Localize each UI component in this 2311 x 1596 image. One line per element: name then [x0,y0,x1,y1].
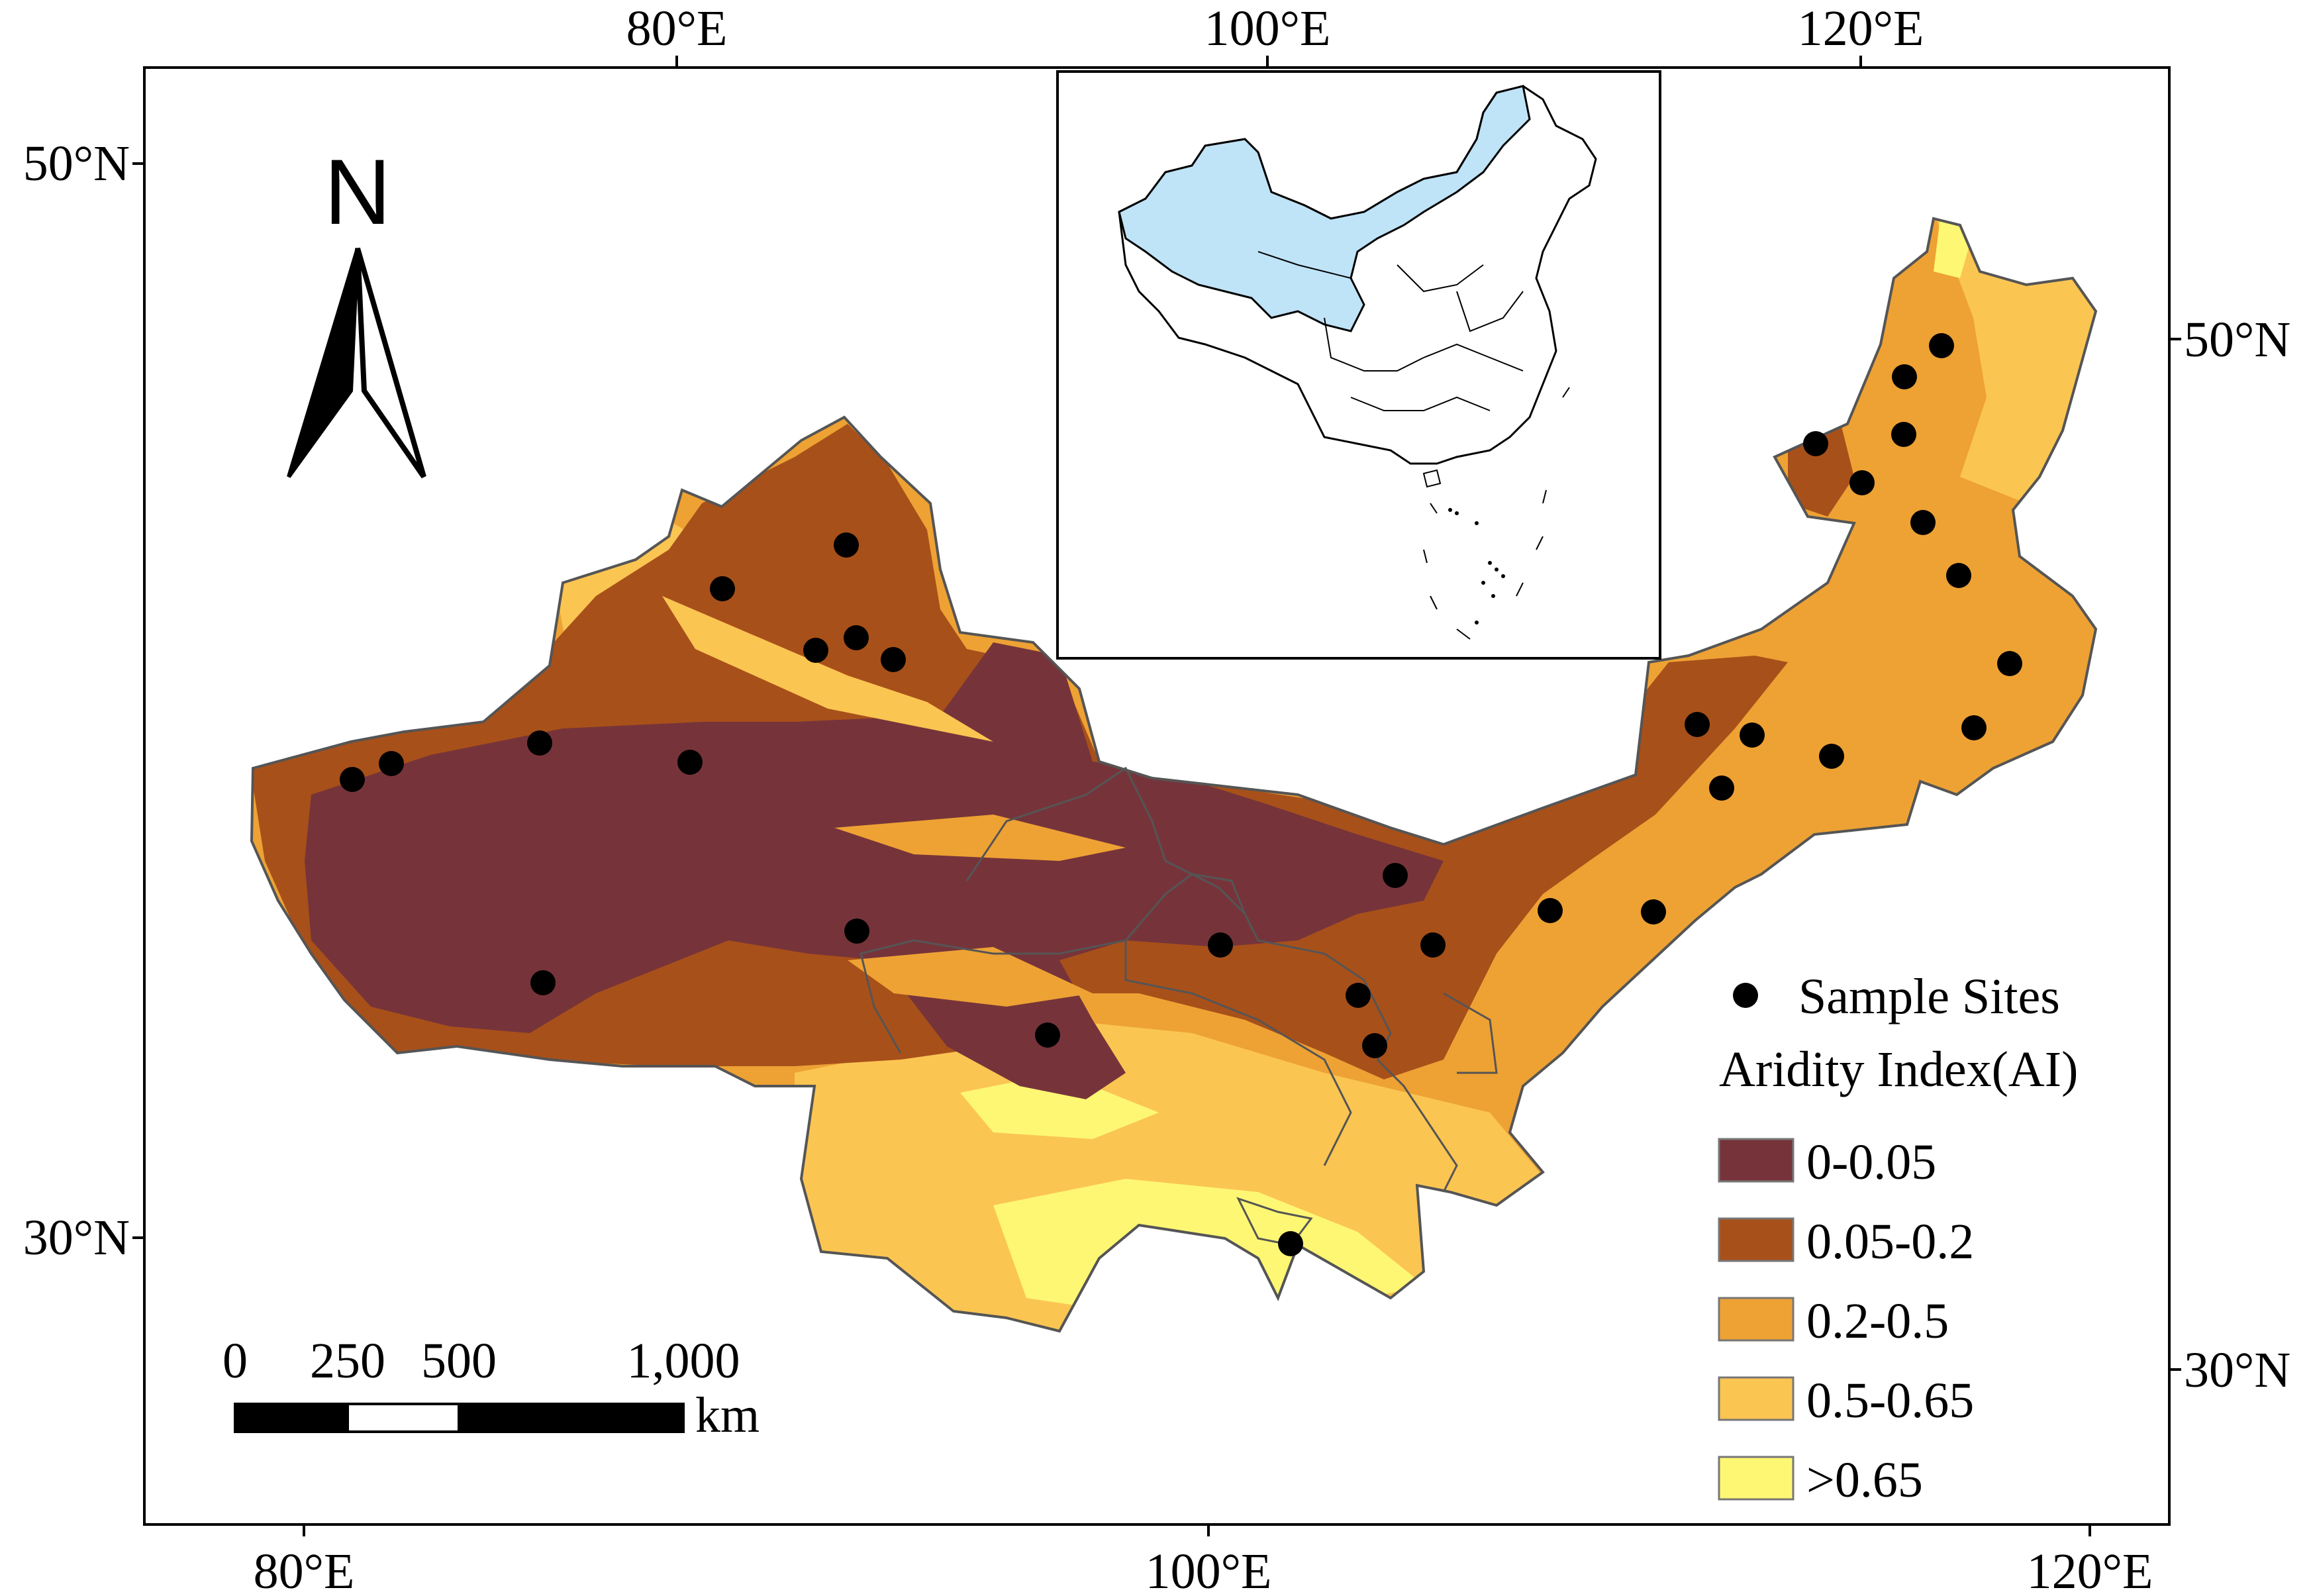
right-tick-label: 50°N [2184,312,2290,368]
sample-site [1803,431,1828,456]
sample-site [1740,723,1765,748]
hainan-island [1422,469,1442,488]
bottom-tick-label: 100°E [1146,1544,1272,1596]
terrain-streak [662,596,993,742]
sample-site [844,919,869,944]
sample-site [1997,651,2022,676]
sample-site [1362,1033,1387,1058]
legend-swatch [1718,1217,1795,1262]
sample-site [1685,712,1710,737]
north-arrow-right-half [355,247,426,479]
sample-site [881,647,906,672]
ai-class-0-0.05-area [305,642,1444,1099]
left-tick-label: 50°N [23,136,130,191]
sample-site [1819,744,1844,769]
sample-site [530,970,556,995]
scale-bar-segment [346,1403,460,1433]
legend-swatch [1718,1138,1795,1183]
ai-class-greater-0.65-area [960,1073,1159,1139]
sample-site [803,638,828,663]
sample-site [1891,422,1916,447]
legend-class-label: 0.5-0.65 [1806,1373,1974,1428]
scale-bar: 0 250 500 1,000 km [222,1333,760,1443]
sample-site [1035,1022,1060,1048]
sample-site [1929,333,1954,358]
sample-site [834,532,859,558]
sample-sites [340,333,2022,1256]
scale-bar-tick: 500 [421,1333,497,1389]
sample-site [710,576,735,601]
sample-site [1910,510,1936,535]
left-tick-label: 30°N [23,1210,130,1266]
scale-bar-tick: 0 [222,1333,248,1389]
legend-class-label: 0.05-0.2 [1806,1214,1974,1270]
province-boundaries [860,766,1498,1246]
province-lines [1257,251,1524,411]
legend-swatch [1718,1297,1795,1342]
legend-class-label: 0-0.05 [1806,1134,1936,1190]
sample-site [1961,715,1987,740]
right-tick-label: 30°N [2184,1342,2290,1398]
terrain-streak [848,947,1093,1007]
tick-marks [132,56,2181,1536]
north-arrow-left-half [287,248,360,478]
tick-labels: 80°E 100°E 120°E 80°E 100°E 120°E 50°N 3… [23,1,2291,1596]
sample-site [379,751,404,776]
sample-site [1278,1231,1303,1256]
scale-bar-tick: 1,000 [627,1333,740,1389]
sample-site [1849,470,1875,495]
sample-site [1383,863,1408,888]
legend-title: Aridity Index(AI) [1719,1042,2078,1097]
north-arrow-label: N [324,140,391,244]
sample-site [1538,898,1563,923]
sample-site [340,767,365,792]
sample-site [1946,563,1971,588]
sample-site [1709,775,1734,801]
bottom-tick-label: 80°E [254,1544,355,1596]
scale-bar-unit: km [695,1387,760,1443]
china-inset [1056,70,1661,660]
scale-bar-tick: 250 [310,1333,385,1389]
sample-site [527,730,552,756]
north-arrow: N [287,140,426,479]
scale-bar-segment [458,1403,685,1433]
top-tick-label: 120°E [1798,1,1924,56]
legend-swatch [1718,1376,1795,1421]
region-outline [250,217,2098,1333]
south-sea-islands [1448,508,1505,624]
terrain-streak [834,815,1126,861]
highlight-provinces [1118,85,1531,332]
top-tick-label: 100°E [1205,1,1331,56]
south-sea-dashes [1423,387,1570,640]
sample-site [1346,983,1371,1008]
sample-site [1892,364,1917,389]
legend-sites-label: Sample Sites [1798,969,2060,1024]
legend: Sample Sites Aridity Index(AI) 0-0.05 0.… [1718,969,2078,1508]
legend-swatch [1718,1456,1795,1501]
bottom-tick-label: 120°E [2027,1544,2153,1596]
legend-class-label: >0.65 [1806,1452,1923,1508]
sample-site [1420,932,1446,958]
legend-site-marker [1733,983,1758,1008]
legend-class-label: 0.2-0.5 [1806,1293,1949,1349]
sample-site [677,750,703,775]
scale-bar-segment [234,1403,349,1433]
sample-site [1208,932,1233,958]
sample-site [844,625,869,650]
sample-site [1641,899,1666,924]
top-tick-label: 80°E [626,1,728,56]
